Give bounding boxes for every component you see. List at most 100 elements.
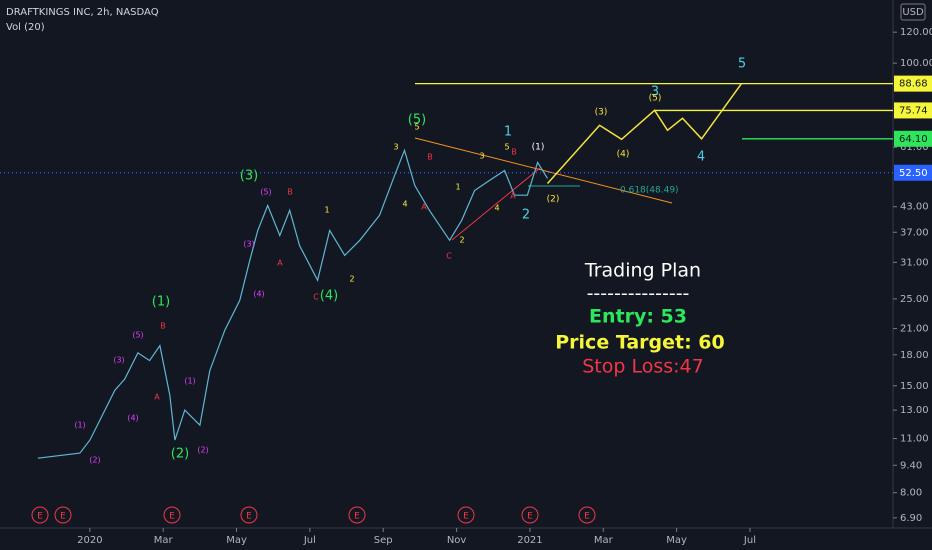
level-box	[894, 130, 932, 147]
x-tick-label: Jul	[743, 535, 756, 546]
wave-label: B	[160, 322, 166, 331]
earnings-marker	[348, 506, 366, 524]
level-label: 64.10	[899, 134, 928, 145]
wave-label: A	[421, 203, 427, 212]
level-box	[894, 75, 932, 92]
y-tick-label: 43.00	[900, 202, 929, 213]
earnings-marker	[31, 506, 49, 524]
wave-label: 2	[522, 208, 530, 223]
trendline	[414, 137, 673, 204]
x-tick-label: Jul	[303, 535, 316, 546]
wave-label: 4	[402, 200, 407, 209]
currency: USD	[902, 7, 924, 18]
y-tick-label: 61.00	[900, 142, 929, 153]
earnings-marker	[54, 506, 72, 524]
price-line	[37, 148, 549, 459]
earnings-label: E	[463, 512, 469, 522]
y-tick-label: 9.40	[900, 460, 922, 471]
level-label: 52.50	[899, 168, 928, 179]
earnings-label: E	[584, 512, 590, 522]
earnings-label: E	[37, 512, 43, 522]
wave-label: 3	[651, 85, 659, 100]
wave-label: B	[427, 153, 433, 162]
plan-entry: Entry: 53	[589, 306, 687, 328]
x-tick-label: Mar	[154, 535, 174, 546]
wave-label: (2)	[197, 446, 208, 455]
x-tick-label: Nov	[447, 535, 467, 546]
plan-stop: Stop Loss:47	[582, 356, 704, 378]
trendline	[451, 167, 541, 241]
currency-box[interactable]	[900, 3, 926, 21]
earnings-marker	[240, 506, 258, 524]
earnings-marker	[578, 506, 596, 524]
wave-label: (2)	[171, 447, 189, 462]
y-tick-label: 18.00	[900, 350, 929, 361]
x-tick-label: 2021	[517, 535, 542, 546]
x-tick-label: 2020	[77, 535, 102, 546]
wave-label: (2)	[89, 456, 100, 465]
wave-label: (5)	[649, 94, 662, 104]
wave-label: (2)	[547, 195, 560, 205]
y-tick-label: 13.00	[900, 405, 929, 416]
y-tick-label: 37.00	[900, 227, 929, 238]
earnings-marker	[457, 506, 475, 524]
wave-label: 0.618(48.49)	[620, 186, 679, 196]
wave-label: (3)	[595, 108, 608, 118]
wave-label: 1	[504, 125, 512, 140]
wave-label: A	[154, 393, 160, 402]
level-box	[894, 164, 932, 181]
wave-label: C	[313, 293, 319, 302]
wave-label: B	[511, 148, 517, 157]
price-line	[546, 83, 743, 185]
x-tick-label: Sep	[374, 535, 393, 546]
y-tick-label: 8.00	[900, 488, 922, 499]
wave-label: (4)	[253, 290, 264, 299]
y-tick-label: 25.00	[900, 294, 929, 305]
wave-label: (5)	[132, 331, 143, 340]
earnings-label: E	[60, 512, 66, 522]
earnings-label: E	[169, 512, 175, 522]
wave-label: 4	[494, 204, 499, 213]
wave-label: (3)	[243, 240, 254, 249]
wave-label: (4)	[320, 289, 338, 304]
x-tick-label: May	[226, 535, 247, 546]
wave-label: (5)	[260, 188, 271, 197]
wave-label: 1	[324, 206, 329, 215]
wave-label: (3)	[113, 356, 124, 365]
earnings-label: E	[354, 512, 360, 522]
wave-label: (1)	[184, 377, 195, 386]
y-tick-label: 100.00	[900, 58, 932, 69]
wave-label: (4)	[617, 150, 630, 160]
y-tick-label: 120.00	[900, 27, 932, 38]
earnings-marker	[163, 506, 181, 524]
x-tick-label: Mar	[594, 535, 614, 546]
wave-label: C	[446, 252, 452, 261]
wave-label: (1)	[532, 143, 545, 153]
level-box	[894, 102, 932, 119]
symbol-title: DRAFTKINGS INC, 2h, NASDAQ	[6, 7, 159, 18]
y-tick-label: 6.90	[900, 513, 922, 524]
indicator-label: Vol (20)	[6, 22, 45, 33]
wave-label: 1	[455, 183, 460, 192]
y-tick-label: 11.00	[900, 434, 929, 445]
wave-label: 2	[459, 236, 464, 245]
y-tick-label: 15.00	[900, 381, 929, 392]
wave-label: (1)	[74, 421, 85, 430]
wave-label: (4)	[127, 414, 138, 423]
y-tick-label: 31.00	[900, 257, 929, 268]
level-label: 88.68	[899, 79, 928, 90]
earnings-marker	[521, 506, 539, 524]
y-tick-label: 21.00	[900, 324, 929, 335]
plan-target: Price Target: 60	[555, 332, 725, 354]
plan-rule: ---------------	[587, 283, 690, 305]
wave-label: 3	[393, 143, 398, 152]
wave-label: 5	[504, 143, 509, 152]
earnings-label: E	[527, 512, 533, 522]
x-tick-label: May	[666, 535, 687, 546]
wave-label: A	[510, 192, 516, 201]
wave-label: (1)	[152, 295, 170, 310]
wave-label: (5)	[408, 113, 426, 128]
plan-title: Trading Plan	[584, 260, 701, 282]
